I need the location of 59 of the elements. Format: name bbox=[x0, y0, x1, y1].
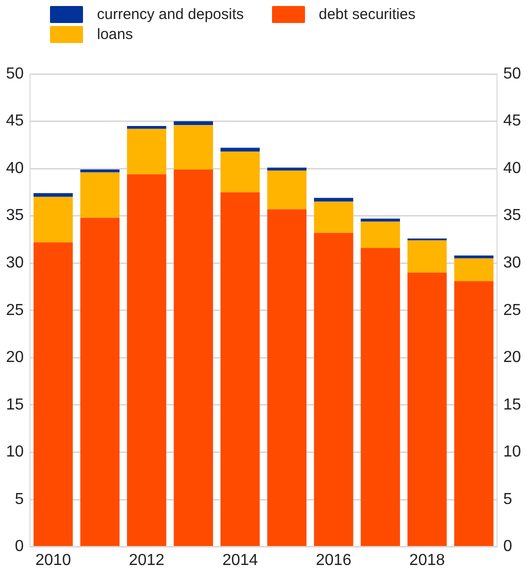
bar bbox=[314, 202, 354, 233]
bar bbox=[80, 172, 120, 218]
y-tick-label: 5 bbox=[14, 490, 24, 508]
bar bbox=[360, 222, 400, 248]
y-tick-label: 15 bbox=[6, 396, 24, 414]
y2-tick-label: 10 bbox=[503, 444, 522, 461]
bar bbox=[174, 121, 214, 126]
bar bbox=[454, 281, 494, 546]
y-tick-label: 40 bbox=[6, 160, 24, 177]
x-tick-label: 2010 bbox=[35, 552, 72, 569]
bar bbox=[34, 242, 73, 546]
bar bbox=[267, 168, 306, 170]
y2-tick-label: 30 bbox=[503, 254, 522, 272]
legend-label: loans bbox=[97, 26, 133, 42]
x-tick-label: 2014 bbox=[222, 552, 258, 569]
bar bbox=[314, 198, 354, 202]
y2-tick-label: 20 bbox=[503, 349, 522, 366]
bar bbox=[407, 272, 447, 546]
bar bbox=[80, 170, 120, 172]
y2-tick-label: 15 bbox=[503, 396, 522, 414]
bar bbox=[360, 248, 400, 546]
bar bbox=[220, 152, 260, 192]
y-tick-label: 10 bbox=[6, 444, 24, 461]
bar bbox=[127, 174, 166, 546]
bar bbox=[220, 192, 260, 546]
x-tick-label: 2018 bbox=[409, 552, 445, 569]
y2-tick-label: 50 bbox=[503, 65, 522, 82]
y2-tick-label: 40 bbox=[503, 160, 522, 177]
y2-tick-label: 45 bbox=[503, 112, 522, 130]
bar bbox=[174, 170, 214, 546]
y-tick-label: 45 bbox=[6, 112, 24, 130]
bar bbox=[267, 170, 306, 210]
y2-tick-label: 35 bbox=[503, 207, 522, 224]
y-tick-label: 25 bbox=[6, 302, 24, 319]
y-tick-label: 35 bbox=[6, 207, 24, 224]
bar bbox=[454, 256, 494, 258]
y-tick-label: 0 bbox=[14, 538, 24, 556]
bar bbox=[360, 218, 400, 222]
bar bbox=[34, 193, 73, 197]
y-tick-label: 30 bbox=[6, 254, 24, 272]
bar bbox=[174, 125, 214, 170]
y2-tick-label: 5 bbox=[503, 490, 512, 508]
y2-tick-label: 25 bbox=[503, 302, 522, 319]
x-tick-label: 2016 bbox=[316, 552, 352, 569]
bar bbox=[454, 258, 494, 282]
legend-label: currency and deposits bbox=[97, 6, 244, 22]
legend-label: debt securities bbox=[318, 6, 416, 22]
bar bbox=[220, 148, 260, 152]
x-tick-label: 2012 bbox=[128, 552, 165, 569]
y-tick-label: 20 bbox=[6, 349, 24, 366]
bar bbox=[127, 128, 166, 174]
y2-tick-label: 0 bbox=[503, 538, 512, 556]
bar bbox=[80, 218, 120, 546]
bar bbox=[314, 232, 354, 546]
y-tick-label: 50 bbox=[6, 65, 24, 82]
bar bbox=[407, 240, 447, 273]
bar bbox=[127, 126, 166, 129]
bar bbox=[34, 196, 73, 242]
bar bbox=[267, 209, 306, 546]
